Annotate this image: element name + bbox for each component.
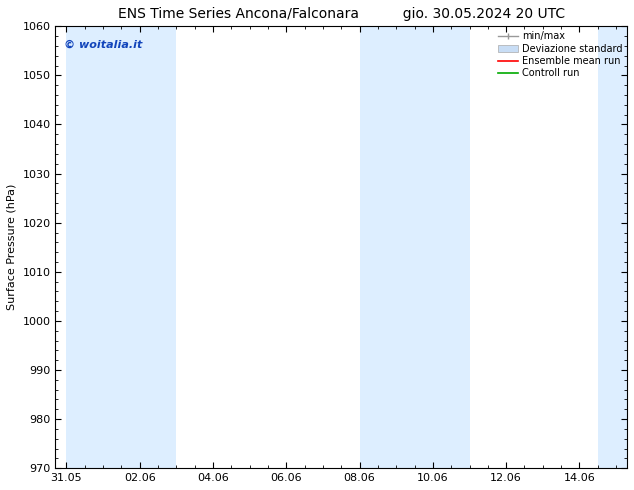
Bar [359,26,396,468]
Y-axis label: Surface Pressure (hPa): Surface Pressure (hPa) [7,184,17,311]
Bar [396,26,470,468]
Title: ENS Time Series Ancona/Falconara          gio. 30.05.2024 20 UTC: ENS Time Series Ancona/Falconara gio. 30… [118,7,565,21]
Bar [67,26,103,468]
Legend: min/max, Deviazione standard, Ensemble mean run, Controll run: min/max, Deviazione standard, Ensemble m… [496,29,624,80]
Bar [103,26,176,468]
Bar [598,26,627,468]
Text: © woitalia.it: © woitalia.it [64,40,143,49]
